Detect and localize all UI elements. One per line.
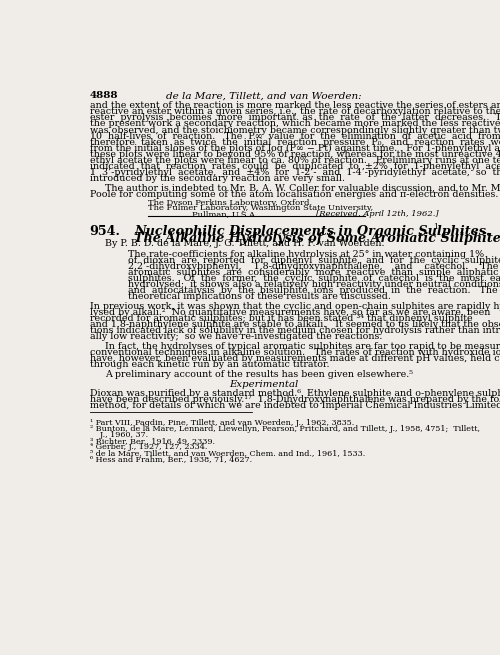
Text: and  autocatalysis  by  the  bisulphite  ions  produced  in  the  reaction.   Th: and autocatalysis by the bisulphite ions…	[128, 286, 498, 295]
Text: The author is indebted to Mr. B. A. W. Coller for valuable discussion, and to Mr: The author is indebted to Mr. B. A. W. C…	[105, 183, 500, 193]
Text: ¹ Part VIII, Pagdin, Pine, Tillett, and van Woerden, J., 1962, 3835.: ¹ Part VIII, Pagdin, Pine, Tillett, and …	[90, 419, 354, 426]
Text: lysed by alkali.²  No quantitative measurements have, so far as we are aware, be: lysed by alkali.² No quantitative measur…	[90, 308, 490, 317]
Text: from the initial slopes of the plots of log (P∞ − Pt) against time.   For 1-phen: from the initial slopes of the plots of …	[90, 143, 500, 153]
Text: these plots were linear to beyond 95% of reaction, whereas for the most unreacti: these plots were linear to beyond 95% of…	[90, 150, 500, 159]
Text: and the extent of the reaction is more marked the less reactive the series of es: and the extent of the reaction is more m…	[90, 102, 500, 110]
Text: recorded for aromatic sulphites; but it has been stated ³⁴ that diphenyl sulphit: recorded for aromatic sulphites; but it …	[90, 314, 472, 323]
Text: method, for details of which we are indebted to Imperial Chemical Industries Lim: method, for details of which we are inde…	[90, 402, 500, 411]
Text: through each kinetic run by an automatic titrator.: through each kinetic run by an automatic…	[90, 360, 329, 369]
Text: 4888: 4888	[90, 91, 118, 100]
Text: The Alkaline Hydrolysis of Some Aromatic Sulphites.: The Alkaline Hydrolysis of Some Aromatic…	[134, 232, 500, 245]
Text: aromatic  sulphites  are  considerably  more  reactive  than  simple  aliphatic: aromatic sulphites are considerably more…	[128, 268, 499, 276]
Text: indicated  that  reaction  rates  could  be  duplicated  to  ±2%  for  1-phenyle: indicated that reaction rates could be d…	[90, 162, 500, 171]
Text: J., 1960, 37.: J., 1960, 37.	[90, 430, 148, 439]
Text: The Fulmer Laboratory, Washington State University,: The Fulmer Laboratory, Washington State …	[148, 204, 373, 212]
Text: hydrolysed;  it shows also a relatively high reactivity under neutral conditions: hydrolysed; it shows also a relatively h…	[128, 280, 500, 289]
Text: 954.: 954.	[90, 225, 120, 238]
Text: and 1,8-naphthylene sulphite are stable to alkali.   It seemed to us likely that: and 1,8-naphthylene sulphite are stable …	[90, 320, 500, 329]
Text: of  dioxan  are  reported  for  diphenyl  sulphite,  and  for  the  cyclic  sulp: of dioxan are reported for diphenyl sulp…	[128, 255, 500, 265]
Text: ester  pyrolysis  becomes  more  important  as  the  rate  of  the  latter  decr: ester pyrolysis becomes more important a…	[90, 113, 500, 122]
Text: ⁶ Hess and Frahm, Ber., 1938, 71, 4627.: ⁶ Hess and Frahm, Ber., 1938, 71, 4627.	[90, 455, 252, 463]
Text: reactive an ester within a given series, i.e., the rate of decarboxylation relat: reactive an ester within a given series,…	[90, 107, 500, 117]
Text: tions indicated lack of solubility in the medium chosen for hydrolysis rather th: tions indicated lack of solubility in th…	[90, 326, 500, 335]
Text: A preliminary account of the results has been given elsewhere.⁵: A preliminary account of the results has…	[105, 369, 413, 379]
Text: ² Bunton, de la Mare, Lennard, Llewellyn, Pearson, Pritchard, and Tillett, J., 1: ² Bunton, de la Mare, Lennard, Llewellyn…	[90, 424, 480, 432]
Text: have, however, been evaluated by measurements made at different pH values, held : have, however, been evaluated by measure…	[90, 354, 500, 363]
Text: By P. B. D. de la Mare, J. G. Tillett, and H. F. van Woerden.: By P. B. D. de la Mare, J. G. Tillett, a…	[105, 240, 384, 248]
Text: the present work a secondary reaction, which became more marked the less reactiv: the present work a secondary reaction, w…	[90, 119, 500, 128]
Text: introduced by the secondary reaction are very small.: introduced by the secondary reaction are…	[90, 174, 344, 183]
Text: 2,2’-dihydroxybiphenyl,    1,8-dihydroxynaphthalene,    and    catechol.    The: 2,2’-dihydroxybiphenyl, 1,8-dihydroxynap…	[128, 262, 499, 271]
Text: 10  half-lives  of  reaction.   The  P∞  value  for  the  elimination  of  aceti: 10 half-lives of reaction. The P∞ value …	[90, 132, 500, 141]
Text: Nucleophilic Displacements in Organic Sulphites.   Part IX.: Nucleophilic Displacements in Organic Su…	[134, 225, 500, 238]
Text: 1: 1	[432, 223, 438, 231]
Text: Poole for computing some of the atom localisation energies and π-electron densit: Poole for computing some of the atom loc…	[90, 189, 498, 198]
Text: ³ Richter, Ber., 1916, 49, 2339.: ³ Richter, Ber., 1916, 49, 2339.	[90, 437, 214, 445]
Text: The rate-coefficients for alkaline hydrolysis at 25° in water containing 1%: The rate-coefficients for alkaline hydro…	[128, 250, 484, 259]
Text: 1 3’-pyridylethyl  acetate,  and  ±4%  for  1-2’-  and  1-4’-pyridylethyl  aceta: 1 3’-pyridylethyl acetate, and ±4% for 1…	[90, 168, 500, 177]
Text: The Dyson Perkins Laboratory, Oxford.: The Dyson Perkins Laboratory, Oxford.	[148, 198, 312, 206]
Text: In fact, the hydrolyses of typical aromatic sulphites are far too rapid to be me: In fact, the hydrolyses of typical aroma…	[105, 342, 500, 351]
Text: Pullman, U.S.A.: Pullman, U.S.A.	[192, 210, 258, 217]
Text: conventional techniques in alkaline solution.   The rates of reaction with hydro: conventional techniques in alkaline solu…	[90, 348, 500, 357]
Text: Experimental: Experimental	[230, 380, 298, 388]
Text: ⁵ de la Mare, Tillett, and van Woerden, Chem. and Ind., 1961, 1533.: ⁵ de la Mare, Tillett, and van Woerden, …	[90, 449, 365, 457]
Text: In previous work, it was shown that the cyclic and open-chain sulphites are rapi: In previous work, it was shown that the …	[90, 302, 500, 311]
Text: theoretical implications of these results are discussed.: theoretical implications of these result…	[128, 292, 391, 301]
Text: ally low reactivity;  so we have re-investigated the reactions.: ally low reactivity; so we have re-inves…	[90, 332, 382, 341]
Text: de la Mare, Tillett, and van Woerden:: de la Mare, Tillett, and van Woerden:	[166, 91, 362, 100]
Text: have been described previously.¹⁷  1,8-Dihydroxynaphthalene was prepared by the : have been described previously.¹⁷ 1,8-Di…	[90, 396, 500, 404]
Text: ⁴ Gerber, J., 1927, 127, 2334.: ⁴ Gerber, J., 1927, 127, 2334.	[90, 443, 207, 451]
Text: was observed, and the stoichiometry became correspondingly slightly greater than: was observed, and the stoichiometry beca…	[90, 126, 500, 134]
Text: therefore  taken  as  twice  the  initial  reaction  pressure  P₀,  and  reactio: therefore taken as twice the initial rea…	[90, 138, 500, 147]
Text: sulphites.   Of  the  former,  the  cyclic  sulphite  of  catechol  is  the  mos: sulphites. Of the former, the cyclic sul…	[128, 274, 500, 283]
Text: Dioxan was purified by a standard method.⁶  Ethylene sulphite and o-phenylene su: Dioxan was purified by a standard method…	[90, 389, 500, 398]
Text: ethyl acetate the plots were linear to ca. 80% of reaction.   Preliminary runs a: ethyl acetate the plots were linear to c…	[90, 156, 500, 165]
Text: [Received, April 12th, 1962.]: [Received, April 12th, 1962.]	[316, 210, 438, 217]
